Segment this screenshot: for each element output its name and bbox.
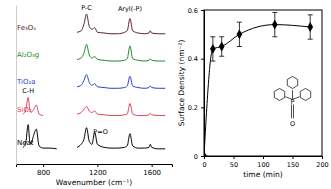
x-tick-mark xyxy=(293,156,294,159)
marker xyxy=(237,29,243,39)
annotation: Aryl(-P) xyxy=(118,5,142,13)
error-bar-cap xyxy=(272,36,277,37)
y-axis-title: Surface Density (nm⁻²) xyxy=(177,40,186,127)
y-tick-mark xyxy=(201,59,204,60)
phenyl-ring xyxy=(300,88,310,100)
double-bond xyxy=(293,104,294,118)
marker xyxy=(219,42,225,52)
plot-area xyxy=(204,12,313,156)
series-label: Al₂O₃g xyxy=(17,51,39,59)
annotation: P=O xyxy=(93,128,107,136)
figure: 800 1200 1600 Wavenumber (cm⁻¹) Fe₃O₄ Al₂O₃g T… xyxy=(0,0,331,189)
x-axis-line xyxy=(17,165,173,168)
atom-label: O xyxy=(290,120,295,128)
y-tick: 0 xyxy=(194,153,204,161)
y-axis: 0 0.2 0.4 0.6 xyxy=(188,7,205,161)
x-tick-label: 1200 xyxy=(89,169,107,177)
error-bar xyxy=(210,37,215,61)
x-tick-mark xyxy=(97,164,98,167)
y-tick: 0.6 xyxy=(188,7,204,15)
plot-frame xyxy=(204,10,322,156)
y-axis-line xyxy=(201,11,205,157)
y-tick: 0.2 xyxy=(188,104,204,112)
series-label: Fe₃O₄ xyxy=(17,24,36,32)
plot-area xyxy=(23,14,165,149)
x-tick: 1600 xyxy=(143,164,161,177)
x-tick-label: 1600 xyxy=(143,169,161,177)
x-tick-label: 100 xyxy=(257,161,269,169)
error-bar-cap xyxy=(219,56,224,57)
annotation: P-C xyxy=(81,4,92,12)
series-label: Neat xyxy=(17,139,34,147)
x-tick-label: 200 xyxy=(316,161,328,169)
x-tick-mark xyxy=(152,164,153,167)
error-bar-cap xyxy=(237,46,242,47)
y-tick-label: 0 xyxy=(194,153,198,161)
error-bar xyxy=(272,12,277,36)
error-bar-cap xyxy=(308,39,313,40)
error-bar-cap xyxy=(219,36,224,37)
annotation: C-H xyxy=(22,87,34,95)
x-tick-label: 50 xyxy=(230,161,238,169)
phenyl-ring xyxy=(287,76,297,88)
marker xyxy=(210,44,216,54)
x-axis: 0 50 100 150 200 xyxy=(202,156,328,169)
spectrum-line xyxy=(77,44,165,61)
error-bar-cap xyxy=(210,36,215,37)
double-bond xyxy=(291,104,292,118)
spectrum-line xyxy=(77,14,165,34)
series-label: TiO₂a xyxy=(16,78,36,86)
x-tick-mark xyxy=(322,156,323,159)
x-tick: 0 xyxy=(202,156,206,169)
series-label: SiO₂ xyxy=(17,106,32,114)
marker xyxy=(272,20,278,30)
x-tick: 200 xyxy=(316,156,328,169)
x-tick: 150 xyxy=(287,156,299,169)
spectra-chart: 800 1200 1600 Wavenumber (cm⁻¹) Fe₃O₄ Al₂O₃g T… xyxy=(16,4,173,187)
error-bar-cap xyxy=(272,12,277,13)
x-tick: 50 xyxy=(230,156,238,169)
y-tick-mark xyxy=(201,156,204,157)
y-tick-mark xyxy=(201,107,204,108)
x-axis-title: time (min) xyxy=(243,170,282,179)
x-tick-label: 150 xyxy=(287,161,299,169)
y-tick: 0.4 xyxy=(188,55,204,63)
x-tick-mark xyxy=(234,156,235,159)
y-tick-mark xyxy=(201,10,204,11)
atom-label: P xyxy=(291,98,295,106)
x-axis: 800 1200 1600 xyxy=(17,164,173,177)
y-tick-label: 0.2 xyxy=(188,104,198,112)
x-tick-label: 800 xyxy=(37,169,50,177)
phenyl-ring xyxy=(274,88,284,100)
spectrum-line xyxy=(77,75,165,89)
marker xyxy=(307,22,313,32)
x-tick-mark xyxy=(43,164,44,167)
molecule-inset xyxy=(274,76,310,118)
x-axis-title: Wavenumber (cm⁻¹) xyxy=(56,178,133,187)
spectrum-line xyxy=(23,125,165,149)
error-bar-cap xyxy=(210,61,215,62)
error-bar xyxy=(308,15,313,39)
error-bar xyxy=(237,22,242,46)
x-tick: 800 xyxy=(37,164,50,177)
y-tick-label: 0.6 xyxy=(188,7,198,15)
marker xyxy=(204,151,207,156)
error-bar-cap xyxy=(308,14,313,15)
x-axis-line xyxy=(205,157,323,160)
x-tick-label: 0 xyxy=(202,161,206,169)
y-tick-label: 0.4 xyxy=(188,55,198,63)
error-bar-cap xyxy=(237,22,242,23)
x-tick-mark xyxy=(263,156,264,159)
error-bar xyxy=(219,37,224,56)
data-line xyxy=(204,25,310,156)
x-tick: 100 xyxy=(257,156,269,169)
spectrum-line xyxy=(23,97,165,115)
x-tick: 1200 xyxy=(89,164,107,177)
density-chart: 0 50 100 150 200 0 0.2 0.4 0.6 time (min) Surface … xyxy=(177,7,329,179)
